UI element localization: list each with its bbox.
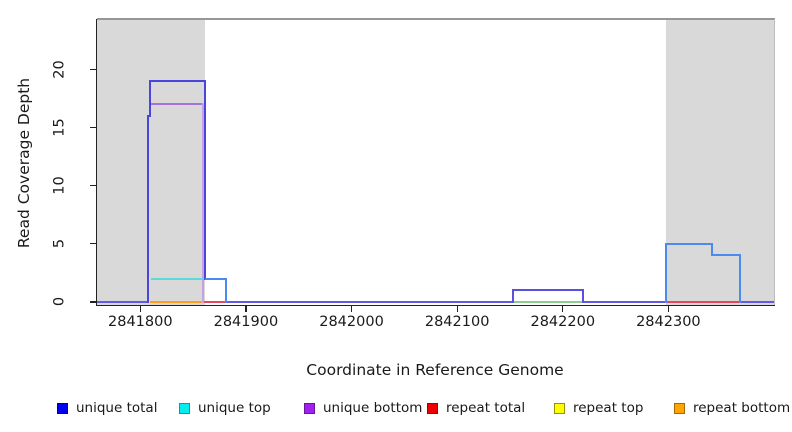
x-tick-label: 2842300 [636,314,701,330]
legend-label: unique top [198,400,271,416]
x-tick-mark [667,306,670,312]
series-segment [148,79,151,117]
series-segment [149,300,204,303]
x-tick-label: 2841900 [213,314,279,330]
y-axis-title: Read Coverage Depth [15,77,33,249]
plot-box-right [773,19,775,305]
x-tick-mark [562,306,564,312]
legend-swatch-icon [427,402,438,414]
series-segment [203,300,226,303]
series-segment [581,289,584,303]
legend-swatch-icon [554,402,565,414]
series-segment [711,254,741,257]
series-segment [149,79,205,82]
legend-label: unique bottom [323,400,423,416]
x-tick-label: 2842000 [319,314,384,330]
plot-area [97,19,774,305]
y-tick-label: 10 [51,176,68,195]
legend-swatch-icon [674,402,685,414]
series-segment [710,242,713,257]
legend-swatch-icon [304,402,315,414]
legend-item: unique total [57,400,157,416]
series-segment [203,79,206,280]
legend-item: repeat bottom [674,400,790,416]
shaded-region [666,19,774,305]
legend-item: unique top [179,400,271,416]
x-tick-label: 2842100 [424,314,490,330]
series-segment [665,242,668,303]
series-segment [225,300,514,303]
legend-item: unique bottom [304,400,422,416]
x-tick-label: 2841800 [108,314,173,330]
series-segment [97,300,148,303]
legend-label: repeat total [446,400,526,416]
y-tick-label: 0 [51,297,68,307]
y-tick-mark [90,68,96,70]
shaded-region [97,19,205,305]
legend-swatch-icon [179,402,190,414]
series-segment [201,103,204,303]
x-tick-mark [139,306,141,312]
x-tick-mark [245,306,247,312]
legend-item: repeat total [427,400,525,416]
legend-label: repeat bottom [693,400,791,416]
y-tick-label: 20 [51,60,68,79]
series-segment [666,300,741,303]
x-axis-title: Coordinate in Reference Genome [306,361,564,379]
series-segment [666,242,712,245]
legend-label: repeat top [573,400,644,416]
series-segment [740,300,774,303]
y-tick-mark [90,185,96,187]
x-axis-line [96,305,775,307]
y-axis-line [96,18,98,306]
y-tick-label: 15 [51,118,68,137]
legend-item: repeat top [554,400,643,416]
series-segment [582,300,667,303]
y-tick-mark [90,301,96,303]
series-segment [147,114,150,117]
x-tick-label: 2842200 [530,314,596,330]
series-segment [150,277,203,280]
series-segment [148,103,203,106]
y-tick-mark [90,243,96,245]
legend-swatch-icon [57,402,68,414]
y-tick-label: 5 [51,239,68,249]
x-tick-mark [351,306,353,312]
plot-box-top [97,18,775,20]
y-tick-mark [90,126,96,129]
series-segment [513,289,583,292]
series-segment [224,277,227,303]
x-tick-mark [456,306,458,312]
legend-label: unique total [76,400,158,416]
series-segment [739,254,742,303]
series-segment [513,300,583,303]
series-segment [204,277,226,280]
series-segment [512,289,515,303]
series-segment [146,114,149,303]
